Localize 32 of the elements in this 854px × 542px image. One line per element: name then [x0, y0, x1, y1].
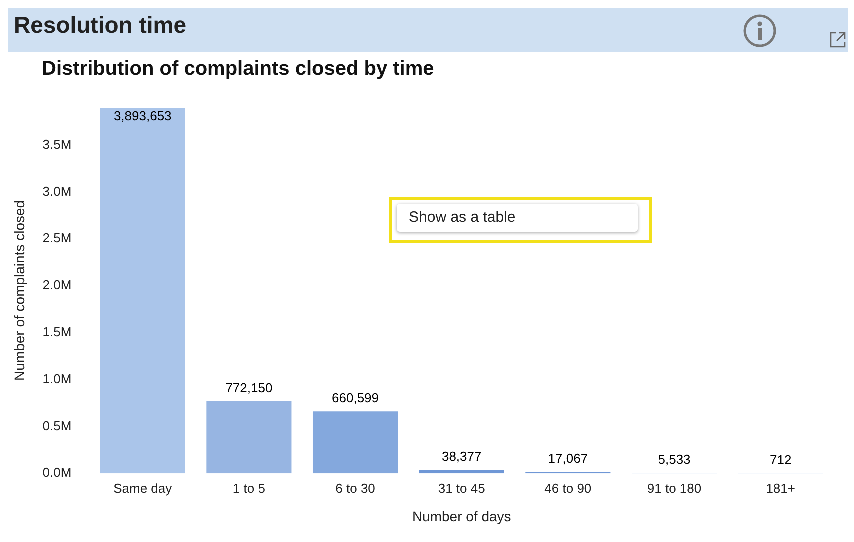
- x-tick-label: 46 to 90: [544, 480, 592, 496]
- chart-subtitle: Distribution of complaints closed by time: [42, 58, 434, 81]
- annotation: Show as a table: [409, 209, 516, 226]
- data-label: 3,893,653: [114, 108, 172, 124]
- popup-menu: Show as a table: [389, 197, 652, 243]
- y-tick-label: 3.5M: [42, 136, 72, 152]
- x-tick-label: 91 to 180: [647, 480, 702, 496]
- y-tick-label: 0.0M: [42, 465, 72, 480]
- y-axis-title: Number of complaints closed: [11, 200, 28, 381]
- y-tick-label: 3.0M: [42, 184, 72, 199]
- bar: [312, 412, 398, 474]
- x-tick-label: 31 to 45: [438, 480, 486, 496]
- x-tick-label: Same day: [114, 480, 173, 496]
- data-label: 17,067: [548, 451, 588, 466]
- data-label: 38,377: [442, 449, 482, 464]
- data-label: 5,533: [658, 452, 691, 468]
- bar: [419, 470, 504, 474]
- bar: [100, 108, 186, 474]
- y-tick-label: 1.5M: [42, 324, 72, 340]
- data-label: 660,599: [332, 390, 380, 406]
- chart-title: Resolution time: [14, 12, 187, 39]
- data-label: 712: [770, 452, 792, 468]
- y-tick-label: 1.0M: [42, 371, 72, 386]
- y-tick-label: 2.0M: [42, 278, 72, 293]
- x-tick-label: 1 to 5: [232, 480, 266, 496]
- x-tick-label: 181+: [766, 480, 796, 496]
- bar: [206, 401, 292, 474]
- y-tick-label: 0.5M: [42, 418, 72, 434]
- x-axis-title: Number of days: [412, 508, 512, 524]
- y-tick-label: 2.5M: [42, 230, 72, 246]
- data-label: 772,150: [226, 380, 273, 396]
- x-tick-label: 6 to 30: [336, 480, 376, 496]
